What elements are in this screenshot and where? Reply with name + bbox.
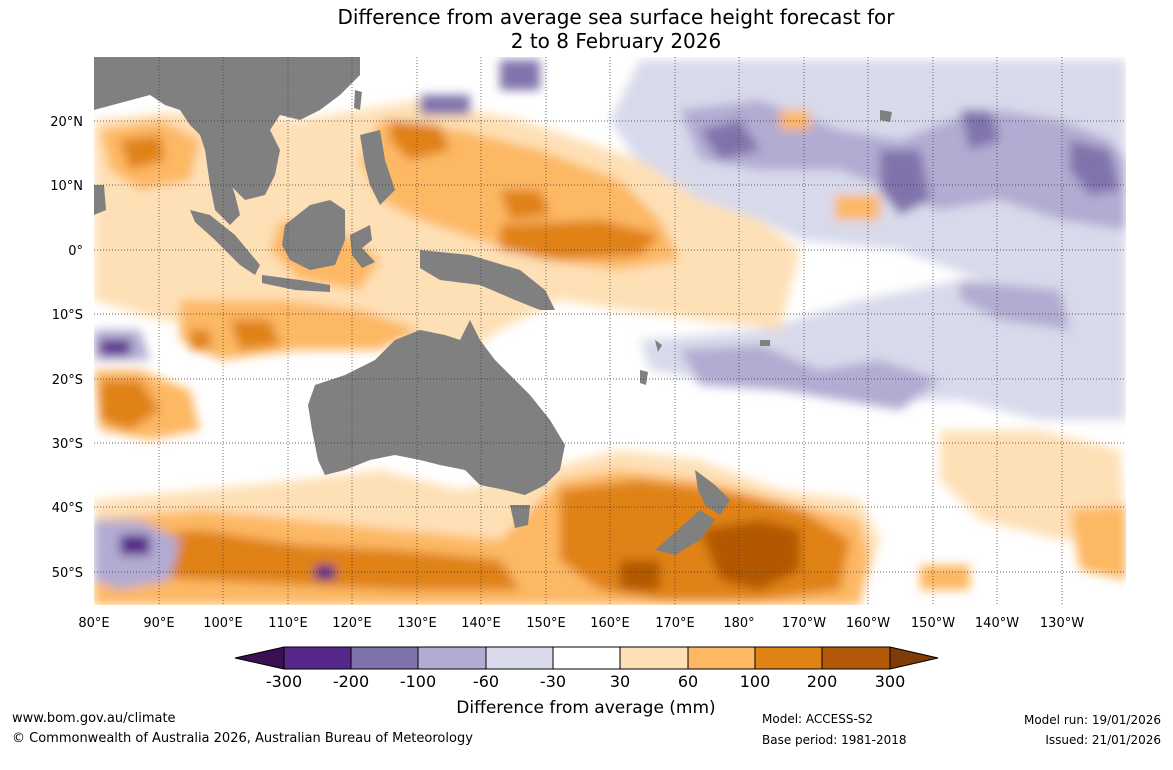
colorbar-extend-high xyxy=(889,646,939,670)
land-borneo xyxy=(282,200,345,270)
lon-label: 170°W xyxy=(782,616,826,631)
colorbar-segment xyxy=(417,646,487,670)
land-indochina-peninsula xyxy=(205,150,240,225)
anomaly-warm-pool-medium xyxy=(100,120,680,360)
land-asia xyxy=(94,57,360,200)
lat-label: 10°S xyxy=(52,308,83,323)
colorbar-tick: 300 xyxy=(875,672,906,691)
lon-label: 160°E xyxy=(590,616,630,631)
anomaly-east-south-pacific-medium xyxy=(920,505,1126,590)
lon-label: 160°W xyxy=(846,616,890,631)
lat-label: 10°N xyxy=(50,179,83,194)
lat-label: 20°N xyxy=(50,115,83,130)
lon-label: 130°W xyxy=(1040,616,1084,631)
lon-label: 150°E xyxy=(526,616,566,631)
colorbar-tick: -30 xyxy=(540,672,566,691)
lon-label: 100°E xyxy=(203,616,243,631)
land-new-zealand-south xyxy=(655,510,715,555)
colorbar-segment xyxy=(350,646,419,670)
lat-label: 40°S xyxy=(52,501,83,516)
copyright-notice: © Commonwealth of Australia 2026, Austra… xyxy=(12,731,473,746)
colorbar-tick-labels: -300 -200 -100 -60 -30 30 60 100 200 300 xyxy=(266,672,905,691)
colorbar-segment xyxy=(821,646,891,670)
land-australia xyxy=(308,320,565,495)
model-name: Model: ACCESS-S2 xyxy=(762,712,874,726)
colorbar-segment xyxy=(619,646,689,670)
lon-label: 120°E xyxy=(332,616,372,631)
land-new-guinea xyxy=(420,250,555,310)
model-run-date: Model run: 19/01/2026 xyxy=(1023,713,1161,727)
anomaly-southwest-negative xyxy=(94,330,180,590)
land-sulawesi xyxy=(350,225,375,268)
colorbar-segment xyxy=(485,646,554,670)
colorbar-tick: 200 xyxy=(807,672,838,691)
colorbar-segment xyxy=(552,646,621,670)
colorbar-tick: -300 xyxy=(266,672,302,691)
longitude-labels: 80°E 90°E 100°E 110°E 120°E 130°E 140°E … xyxy=(78,616,1084,631)
graticule xyxy=(94,57,1126,605)
lon-label: 130°E xyxy=(397,616,437,631)
land-philippines xyxy=(360,130,395,205)
base-period: Base period: 1981-2018 xyxy=(762,733,907,747)
colorbar-tick: -100 xyxy=(400,672,436,691)
map-title-line2: 2 to 8 February 2026 xyxy=(510,29,722,53)
lon-label: 80°E xyxy=(78,616,109,631)
land-new-zealand-north xyxy=(695,470,730,515)
anomaly-south-pacific-moderate xyxy=(680,280,1070,410)
lat-label: 30°S xyxy=(52,437,83,452)
lon-label: 110°E xyxy=(268,616,308,631)
map-title-line1: Difference from average sea surface heig… xyxy=(337,5,895,29)
lon-label: 180° xyxy=(723,616,754,631)
lat-label: 20°S xyxy=(52,373,83,388)
map-area xyxy=(94,57,1126,605)
colorbar-segment xyxy=(283,646,352,670)
lon-label: 150°W xyxy=(911,616,955,631)
colorbar-tick: 30 xyxy=(610,672,630,691)
land-sumatra xyxy=(190,210,260,275)
land-tasmania xyxy=(510,505,530,528)
lon-label: 170°E xyxy=(655,616,695,631)
land-java xyxy=(262,275,330,292)
anomaly-north-pacific-top-negative xyxy=(420,60,540,115)
land-taiwan xyxy=(354,90,362,110)
anomaly-tasman-very-strong xyxy=(620,520,800,590)
issued-date: Issued: 21/01/2026 xyxy=(1045,733,1161,747)
colorbar-tick: -200 xyxy=(333,672,369,691)
anomaly-central-north-pacific xyxy=(700,110,1120,215)
lon-label: 90°E xyxy=(143,616,174,631)
colorbar xyxy=(234,646,939,670)
land-sri-lanka-arabia xyxy=(94,185,106,215)
colorbar-title: Difference from average (mm) xyxy=(456,698,715,718)
colorbar-extend-low xyxy=(234,646,285,670)
colorbar-tick: 100 xyxy=(740,672,771,691)
anomaly-equatorial-strong xyxy=(120,120,660,350)
lon-label: 140°W xyxy=(975,616,1019,631)
colorbar-segment xyxy=(687,646,756,670)
lat-label: 0° xyxy=(68,244,83,259)
website-url[interactable]: www.bom.gov.au/climate xyxy=(12,711,176,726)
land xyxy=(94,57,892,555)
lon-label: 140°E xyxy=(461,616,501,631)
anomaly-indian-ocean-west-strong xyxy=(100,380,160,430)
latitude-labels: 20°N 10°N 0° 10°S 20°S 30°S 40°S 50°S xyxy=(50,115,83,581)
lat-label: 50°S xyxy=(52,566,83,581)
anomaly-tasman-strong xyxy=(94,480,850,600)
colorbar-tick: 60 xyxy=(678,672,698,691)
colorbar-tick: -60 xyxy=(473,672,499,691)
colorbar-segment xyxy=(754,646,823,670)
